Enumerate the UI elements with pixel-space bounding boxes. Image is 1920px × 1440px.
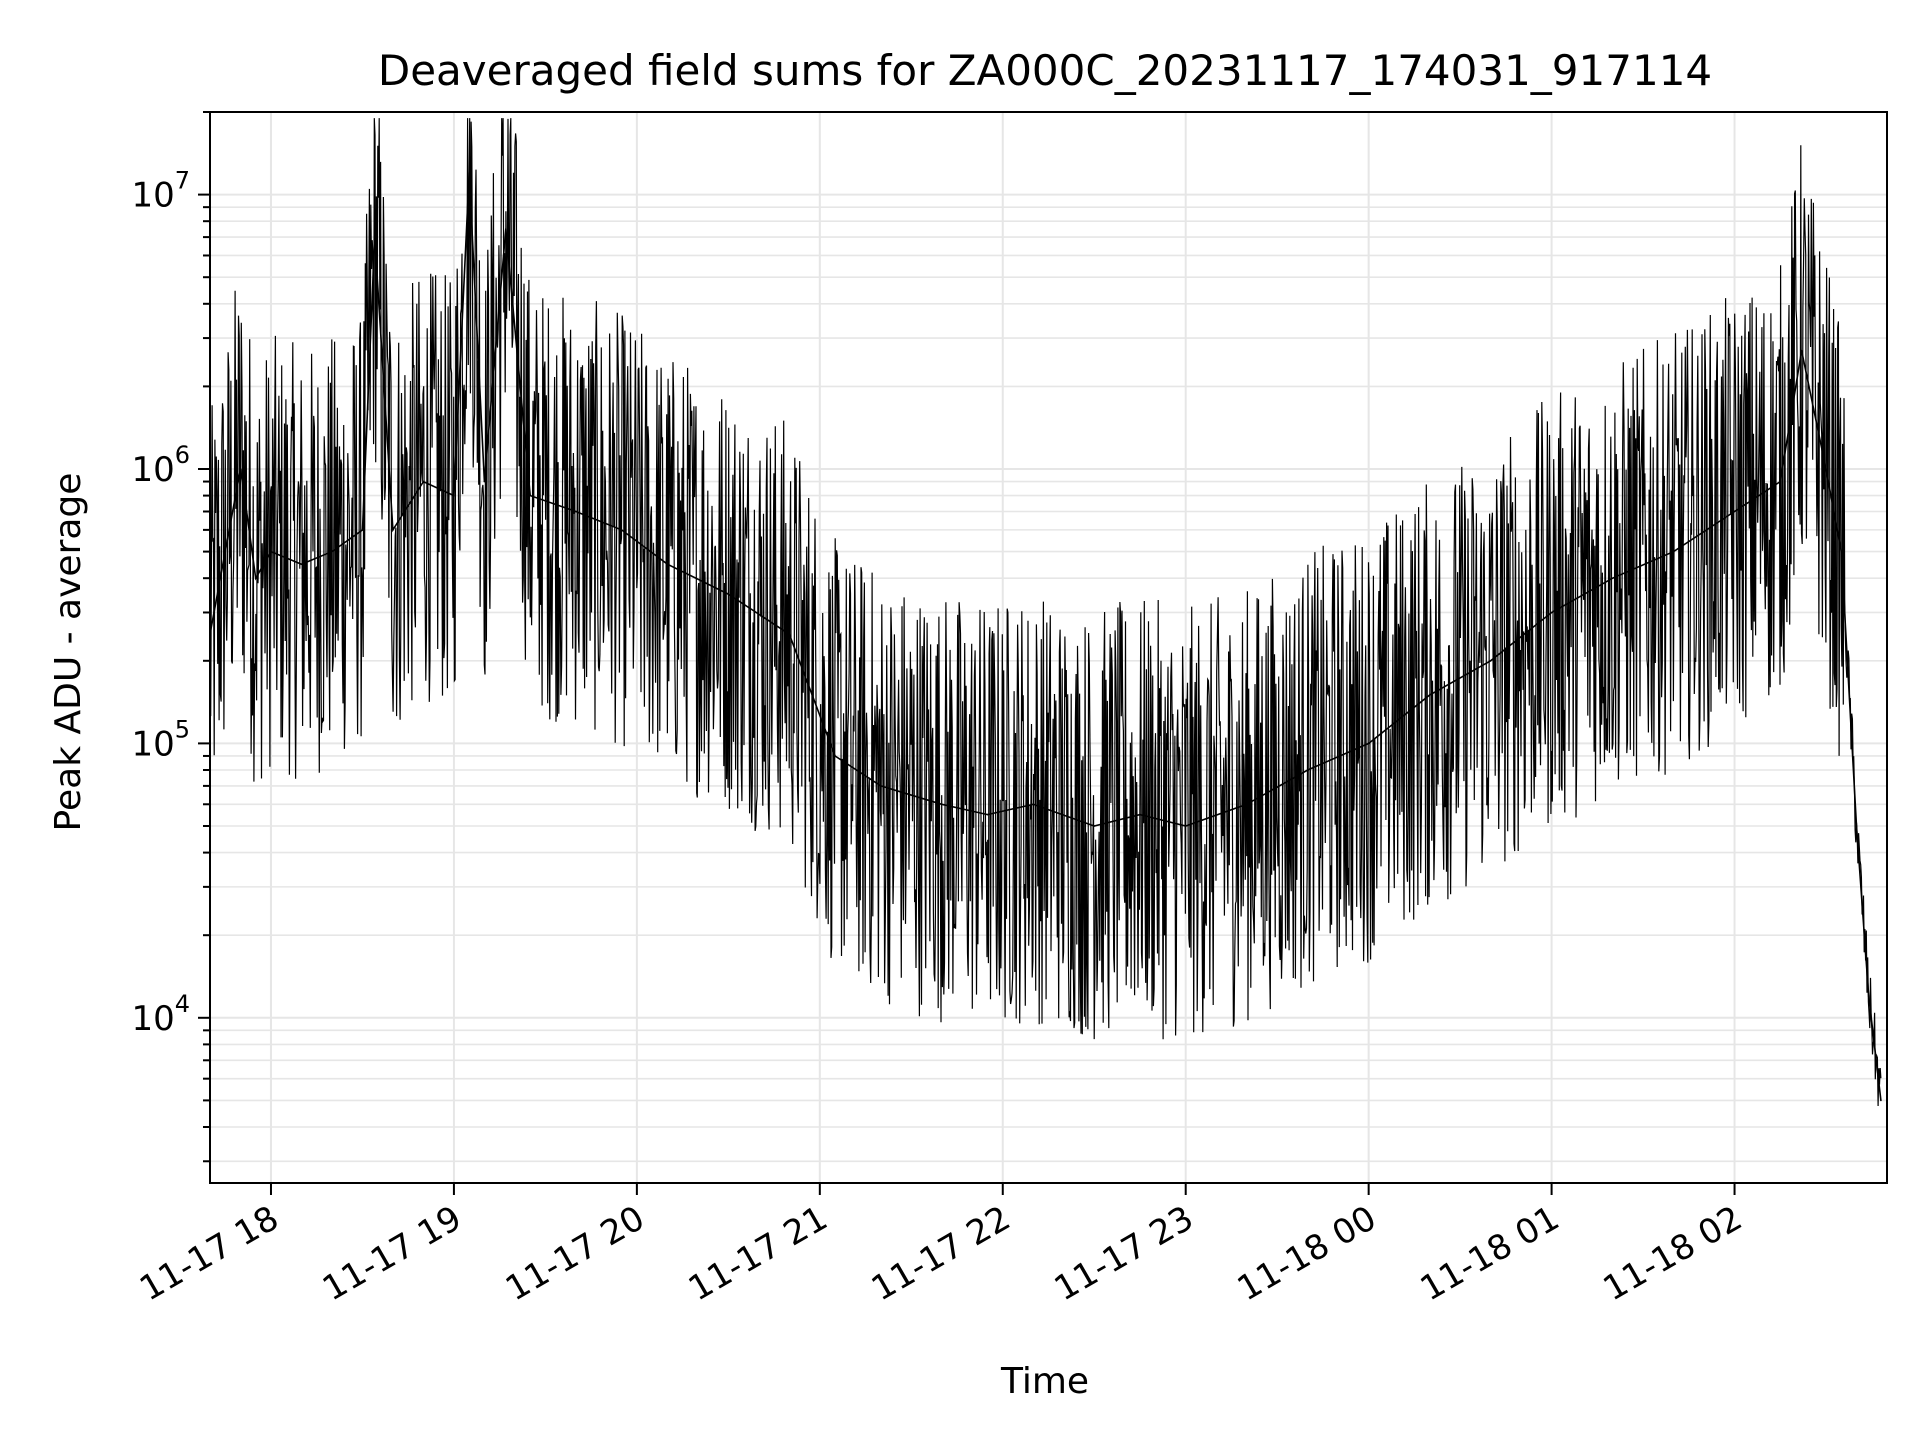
data-point — [788, 633, 791, 635]
y-tick-label: 105 — [131, 715, 190, 764]
data-point — [986, 813, 989, 816]
data-point — [254, 577, 257, 579]
data-point — [1550, 611, 1553, 614]
data-point — [620, 529, 623, 531]
data-point — [1867, 995, 1870, 997]
data-point — [1306, 769, 1309, 771]
data-point — [834, 755, 836, 757]
data-point — [1139, 813, 1141, 816]
y-tick-label: 107 — [131, 167, 190, 216]
data-point — [361, 529, 364, 531]
data-point — [270, 550, 272, 553]
series-group — [209, 118, 1882, 1107]
series-line-noise — [209, 118, 1882, 1107]
data-point — [239, 468, 242, 470]
data-point — [1672, 550, 1675, 553]
data-point — [1733, 510, 1736, 513]
data-point — [880, 785, 882, 787]
data-point — [1032, 803, 1035, 806]
data-point — [1800, 349, 1803, 352]
data-point — [1428, 694, 1431, 696]
x-axis-label: Time — [1000, 1361, 1089, 1402]
data-point — [1245, 803, 1248, 806]
data-point — [1840, 550, 1843, 553]
data-point — [1367, 742, 1370, 745]
y-tick-label: 106 — [131, 441, 190, 490]
data-point — [331, 550, 333, 553]
y-axis: 104 105 106 107 — [131, 111, 210, 1163]
data-point — [468, 172, 471, 174]
data-point — [1489, 660, 1492, 662]
data-point — [505, 228, 507, 230]
data-point — [666, 563, 669, 565]
data-point — [392, 529, 394, 531]
chart-title: Deaveraged field sums for ZA000C_2023111… — [378, 46, 1712, 95]
data-point — [727, 593, 730, 595]
data-point — [453, 494, 455, 497]
data-point — [373, 236, 376, 238]
data-point — [1779, 480, 1782, 483]
plot-frame — [209, 111, 1888, 1184]
data-point — [1611, 577, 1614, 579]
y-tick-label: 104 — [131, 990, 190, 1039]
data-point — [1855, 825, 1858, 827]
y-axis-label: Peak ADU - average — [48, 473, 89, 832]
data-point — [575, 510, 577, 513]
data-point — [529, 494, 531, 497]
data-point — [422, 480, 425, 483]
data-point — [1184, 825, 1187, 827]
data-point — [941, 803, 943, 806]
data-point — [300, 563, 303, 565]
series-line — [209, 172, 1882, 1101]
data-point — [224, 550, 226, 553]
data-point — [483, 480, 486, 483]
data-point — [1825, 468, 1827, 470]
data-point — [1093, 825, 1095, 827]
data-point — [245, 510, 248, 513]
data-point — [1880, 1099, 1882, 1102]
